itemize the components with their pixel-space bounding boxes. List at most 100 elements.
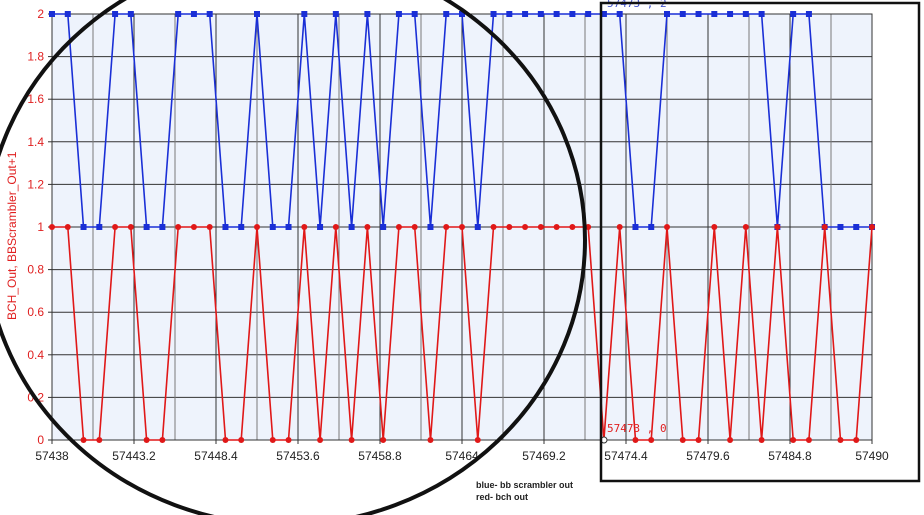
blue-series-point <box>380 224 387 230</box>
red-series-point <box>490 224 497 230</box>
blue-series-point <box>364 11 371 17</box>
x-tick-label: 57469.2 <box>522 449 566 463</box>
x-axis-ticks: 57438 57443.2 57448.4 57453.6 57458.8 57464 57… <box>35 440 889 463</box>
red-series-point <box>238 437 245 443</box>
red-series-point <box>269 437 276 443</box>
blue-series-point <box>790 11 797 17</box>
blue-series-point <box>332 11 339 17</box>
blue-series-point <box>80 224 87 230</box>
red-series-point <box>395 224 402 230</box>
blue-series-point <box>664 11 670 17</box>
blue-series-point <box>522 11 529 17</box>
blue-series-point <box>317 224 324 230</box>
blue-series-point <box>301 11 308 17</box>
red-series-point <box>553 224 560 230</box>
red-series-point <box>332 224 339 230</box>
blue-series-point <box>427 224 434 230</box>
y-tick-label: 1 <box>37 220 44 234</box>
x-tick-label: 57448.4 <box>194 449 238 463</box>
red-series-point <box>711 224 718 230</box>
blue-series-point <box>632 224 639 230</box>
red-series-point <box>64 224 71 230</box>
blue-series-point <box>711 11 718 17</box>
y-tick-label: 1.8 <box>27 50 44 64</box>
y-tick-label: 2 <box>37 7 44 21</box>
red-series-point <box>474 437 481 443</box>
blue-series-point <box>127 11 134 17</box>
blue-series-point <box>238 224 245 230</box>
red-series-point <box>522 224 529 230</box>
blue-series-point <box>49 11 55 17</box>
red-series-point <box>821 224 828 230</box>
red-series-point <box>159 437 166 443</box>
blue-series-point <box>159 224 166 230</box>
red-series-point <box>774 224 781 230</box>
y-tick-label: 0.4 <box>27 348 44 362</box>
blue-series-point <box>616 11 623 17</box>
red-series-point <box>459 224 465 230</box>
x-tick-label: 57443.2 <box>112 449 156 463</box>
red-series-point <box>569 224 576 230</box>
legend-note-red: red- bch out <box>476 492 528 502</box>
red-series-point <box>695 437 702 443</box>
red-series-point <box>632 437 639 443</box>
red-series-point <box>206 224 213 230</box>
point-annotation-bottom: 57473 , 0 <box>607 422 667 435</box>
blue-series-point <box>569 11 576 17</box>
red-series-point <box>758 437 765 443</box>
blue-series-point <box>585 11 592 17</box>
red-series-point <box>805 437 812 443</box>
blue-series-point <box>727 11 734 17</box>
x-tick-label: 57484.8 <box>768 449 812 463</box>
blue-series-point <box>837 224 844 230</box>
legend-note-blue: blue- bb scrambler out <box>476 480 573 490</box>
blue-series-point <box>506 11 513 17</box>
blue-series-point <box>348 224 355 230</box>
blue-series-point <box>600 11 607 17</box>
red-series-point <box>727 437 734 443</box>
blue-series-point <box>474 224 481 230</box>
red-series-point <box>616 224 623 230</box>
y-tick-label: 1.6 <box>27 92 44 106</box>
series-lines <box>49 11 875 443</box>
blue-series-point <box>206 11 213 17</box>
y-tick-label: 1.2 <box>27 177 44 191</box>
y-axis-ticks: 00.20.40.60.811.21.41.61.82 <box>27 7 52 447</box>
red-series-point <box>664 224 670 230</box>
blue-series-point <box>853 224 860 230</box>
x-tick-label: 57490 <box>855 449 889 463</box>
red-series-point <box>301 224 308 230</box>
blue-series-point <box>254 11 260 17</box>
red-series-point <box>537 224 544 230</box>
x-tick-label: 57438 <box>35 449 69 463</box>
point-annotation-top: 57473 , 2 <box>607 0 667 10</box>
blue-series-point <box>395 11 402 17</box>
red-series-point <box>869 224 875 230</box>
blue-series-point <box>648 224 655 230</box>
red-series-point <box>80 437 87 443</box>
y-tick-label: 0 <box>37 433 44 447</box>
y-tick-label: 0.8 <box>27 263 44 277</box>
blue-series-point <box>805 11 812 17</box>
red-series-point <box>837 437 844 443</box>
blue-series-point <box>96 224 103 230</box>
x-tick-label: 57474.4 <box>604 449 648 463</box>
red-series-point <box>348 437 355 443</box>
red-series-point <box>190 224 197 230</box>
blue-series-point <box>537 11 544 17</box>
blue-series-point <box>143 224 150 230</box>
blue-series-point <box>553 11 560 17</box>
blue-series-point <box>269 224 276 230</box>
box-annotation <box>599 1 921 483</box>
red-series-point <box>790 437 797 443</box>
red-series-point <box>143 437 150 443</box>
blue-series-point <box>411 11 418 17</box>
red-series-point <box>317 437 324 443</box>
blue-series-point <box>459 11 465 17</box>
blue-series-point <box>490 11 497 17</box>
red-series-point <box>254 224 260 230</box>
blue-series-point <box>175 11 182 17</box>
red-series-point <box>285 437 292 443</box>
red-series-point <box>222 437 229 443</box>
red-series-point <box>443 224 450 230</box>
